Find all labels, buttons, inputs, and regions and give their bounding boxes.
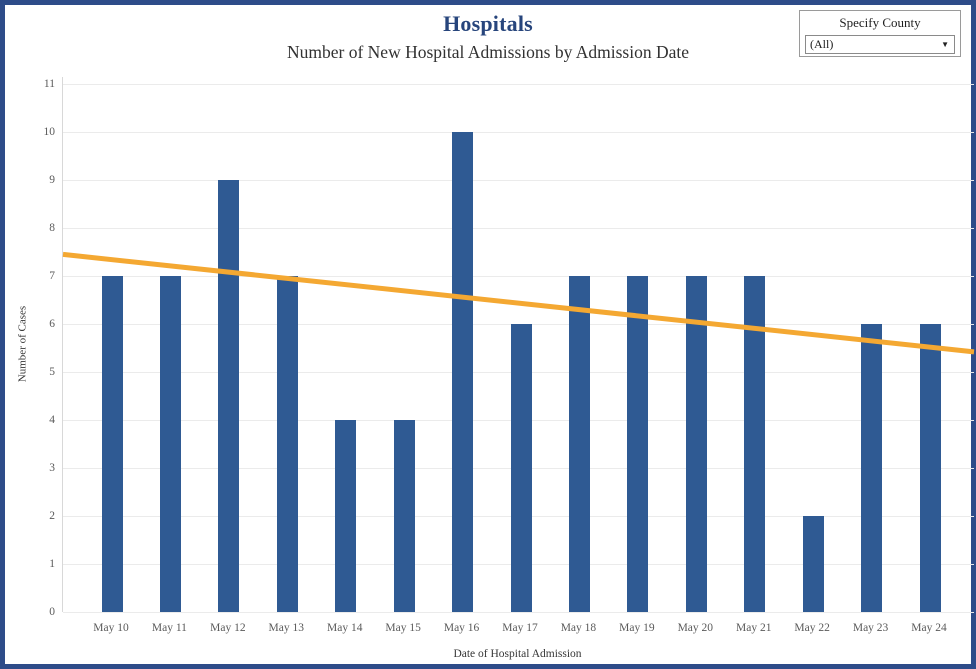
plot-area: [62, 77, 975, 613]
bar-may-21[interactable]: [744, 276, 766, 612]
bar-may-19[interactable]: [627, 276, 649, 612]
bar-may-12[interactable]: [218, 180, 240, 612]
y-tick-label: 0: [49, 606, 55, 618]
y-axis-tick-labels: 0 1 2 3 4 5 6 7 8 9 10 11: [5, 77, 56, 618]
gridline: [63, 83, 974, 85]
x-tick-label: May 23: [852, 622, 889, 634]
gridline: [63, 227, 974, 229]
gridline: [63, 179, 974, 181]
y-tick-label: 10: [43, 126, 56, 138]
trend-line-layer: [62, 251, 975, 355]
x-tick-label: May 19: [619, 622, 655, 634]
county-filter-panel: Specify County (All) ▼: [799, 10, 961, 57]
x-tick-label: May 13: [268, 622, 305, 634]
county-filter-dropdown[interactable]: (All) ▼: [805, 35, 955, 54]
county-filter-value: (All): [810, 37, 834, 51]
x-axis-title: Date of Hospital Admission: [453, 648, 582, 660]
x-tick-label: May 16: [443, 622, 480, 634]
y-tick-label: 6: [49, 318, 55, 330]
x-tick-label: May 15: [385, 622, 421, 634]
bar-may-23[interactable]: [861, 324, 883, 612]
y-tick-label: 5: [49, 366, 55, 378]
x-tick-label: May 11: [151, 622, 187, 634]
y-tick-label: 2: [49, 510, 55, 522]
bar-may-15[interactable]: [393, 420, 415, 612]
bar-may-22[interactable]: [802, 516, 824, 612]
bar-may-16[interactable]: [452, 132, 474, 612]
y-tick-label: 3: [49, 462, 55, 474]
y-tick-label: 11: [43, 78, 55, 90]
bar-may-14[interactable]: [335, 420, 357, 612]
y-tick-label: 9: [49, 174, 55, 186]
county-filter-label: Specify County: [839, 15, 921, 30]
bar-may-17[interactable]: [510, 324, 532, 612]
x-axis-tick-labels: May 10 May 11 May 12 May 13 May 14 May 15 May …: [62, 622, 973, 638]
bar-may-11[interactable]: [159, 276, 181, 612]
caret-down-icon: ▼: [941, 39, 949, 49]
x-tick-label: May 24: [911, 622, 947, 634]
chart-title: Hospitals: [443, 11, 533, 36]
y-tick-label: 1: [49, 558, 55, 570]
y-tick-label: 4: [49, 414, 55, 426]
x-tick-label: May 17: [502, 622, 538, 634]
x-tick-label: May 10: [93, 622, 129, 634]
bar-may-10[interactable]: [101, 276, 123, 612]
trend-line[interactable]: [62, 251, 975, 355]
x-tick-label: May 18: [560, 622, 597, 634]
y-tick-label: 7: [49, 270, 55, 282]
gridline: [63, 131, 974, 133]
x-tick-label: May 14: [326, 622, 363, 634]
bar-may-20[interactable]: [685, 276, 707, 612]
x-tick-label: May 12: [210, 622, 246, 634]
bar-may-18[interactable]: [568, 276, 590, 612]
y-tick-label: 8: [49, 222, 55, 234]
x-tick-label: May 20: [677, 622, 714, 634]
bar-may-13[interactable]: [276, 276, 298, 612]
chart-subtitle: Number of New Hospital Admissions by Adm…: [287, 42, 689, 62]
x-tick-label: May 22: [794, 622, 830, 634]
bar-may-24[interactable]: [919, 324, 941, 612]
gridline: [63, 611, 974, 613]
gridline: [63, 275, 974, 277]
x-tick-label: May 21: [735, 622, 772, 634]
